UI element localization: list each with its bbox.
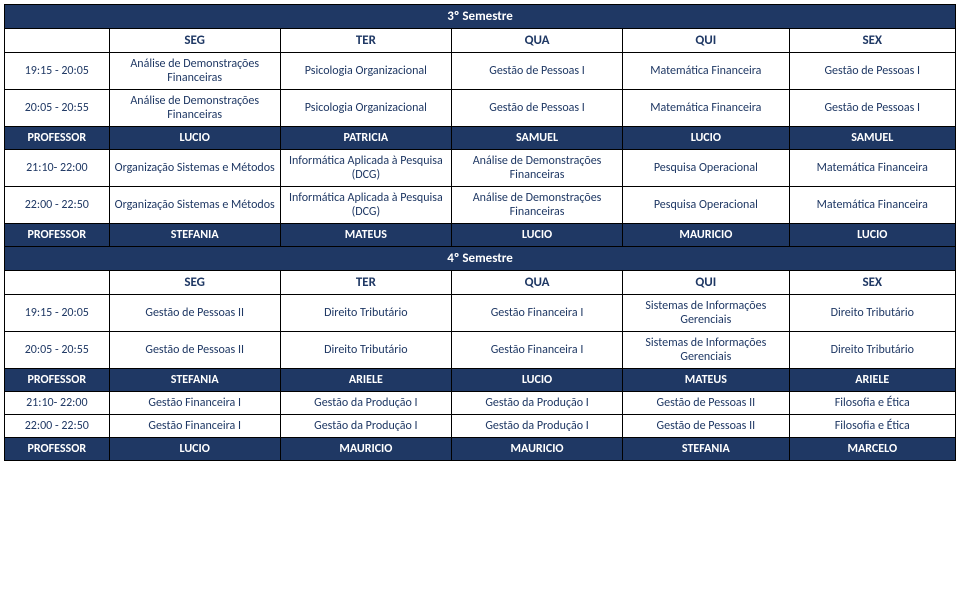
time-slot: 22:00 - 22:50 [5, 415, 110, 438]
professor-label: PROFESSOR [5, 224, 110, 247]
time-slot: 21:10- 22:00 [5, 150, 110, 187]
subject-cell: Gestão Financeira I [451, 332, 622, 369]
professor-name: LUCIO [789, 224, 955, 247]
subject-cell: Gestão da Produção I [280, 415, 451, 438]
subject-cell: Psicologia Organizacional [280, 90, 451, 127]
professor-name: MATEUS [623, 369, 789, 392]
subject-cell: Gestão Financeira I [109, 415, 280, 438]
professor-name: MAURICIO [451, 438, 622, 461]
professor-name: MAURICIO [280, 438, 451, 461]
subject-cell: Análise de Demonstrações Financeiras [109, 53, 280, 90]
subject-cell: Análise de Demonstrações Financeiras [451, 150, 622, 187]
subject-cell: Direito Tributário [280, 332, 451, 369]
subject-cell: Matemática Financeira [789, 187, 955, 224]
subject-cell: Gestão da Produção I [451, 392, 622, 415]
corner-cell [5, 271, 110, 295]
professor-name: LUCIO [109, 438, 280, 461]
professor-name: LUCIO [623, 127, 789, 150]
day-header: QUA [451, 29, 622, 53]
professor-label: PROFESSOR [5, 438, 110, 461]
subject-cell: Gestão Financeira I [109, 392, 280, 415]
subject-cell: Gestão Financeira I [451, 295, 622, 332]
professor-name: LUCIO [451, 224, 622, 247]
subject-cell: Filosofia e Ética [789, 392, 955, 415]
subject-cell: Gestão da Produção I [280, 392, 451, 415]
time-slot: 21:10- 22:00 [5, 392, 110, 415]
professor-name: SAMUEL [789, 127, 955, 150]
subject-cell: Psicologia Organizacional [280, 53, 451, 90]
subject-cell: Matemática Financeira [623, 53, 789, 90]
day-header: TER [280, 271, 451, 295]
subject-cell: Gestão de Pessoas I [451, 53, 622, 90]
subject-cell: Filosofia e Ética [789, 415, 955, 438]
subject-cell: Informática Aplicada à Pesquisa (DCG) [280, 187, 451, 224]
professor-label: PROFESSOR [5, 127, 110, 150]
subject-cell: Direito Tributário [280, 295, 451, 332]
subject-cell: Matemática Financeira [789, 150, 955, 187]
subject-cell: Análise de Demonstrações Financeiras [451, 187, 622, 224]
subject-cell: Gestão de Pessoas I [789, 90, 955, 127]
subject-cell: Gestão de Pessoas II [109, 295, 280, 332]
day-header: SEX [789, 271, 955, 295]
semester-title: 3º Semestre [5, 5, 956, 29]
day-header: QUI [623, 29, 789, 53]
subject-cell: Pesquisa Operacional [623, 187, 789, 224]
professor-name: STEFANIA [109, 369, 280, 392]
subject-cell: Análise de Demonstrações Financeiras [109, 90, 280, 127]
day-header: TER [280, 29, 451, 53]
subject-cell: Direito Tributário [789, 332, 955, 369]
day-header: SEX [789, 29, 955, 53]
professor-name: MATEUS [280, 224, 451, 247]
time-slot: 20:05 - 20:55 [5, 90, 110, 127]
professor-name: LUCIO [109, 127, 280, 150]
subject-cell: Gestão de Pessoas II [623, 392, 789, 415]
professor-name: ARIELE [789, 369, 955, 392]
time-slot: 22:00 - 22:50 [5, 187, 110, 224]
subject-cell: Sistemas de Informações Gerenciais [623, 295, 789, 332]
professor-name: MARCELO [789, 438, 955, 461]
time-slot: 20:05 - 20:55 [5, 332, 110, 369]
corner-cell [5, 29, 110, 53]
subject-cell: Pesquisa Operacional [623, 150, 789, 187]
professor-name: STEFANIA [623, 438, 789, 461]
schedule-table: 3º Semestre SEG TER QUA QUI SEX 19:15 - … [4, 4, 956, 461]
subject-cell: Informática Aplicada à Pesquisa (DCG) [280, 150, 451, 187]
time-slot: 19:15 - 20:05 [5, 53, 110, 90]
day-header: SEG [109, 271, 280, 295]
professor-name: MAURICIO [623, 224, 789, 247]
professor-name: LUCIO [451, 369, 622, 392]
professor-name: ARIELE [280, 369, 451, 392]
subject-cell: Direito Tributário [789, 295, 955, 332]
subject-cell: Gestão de Pessoas II [623, 415, 789, 438]
subject-cell: Gestão de Pessoas I [451, 90, 622, 127]
day-header: SEG [109, 29, 280, 53]
day-header: QUA [451, 271, 622, 295]
subject-cell: Organização Sistemas e Métodos [109, 187, 280, 224]
subject-cell: Sistemas de Informações Gerenciais [623, 332, 789, 369]
semester-title: 4º Semestre [5, 247, 956, 271]
time-slot: 19:15 - 20:05 [5, 295, 110, 332]
professor-name: PATRICIA [280, 127, 451, 150]
subject-cell: Organização Sistemas e Métodos [109, 150, 280, 187]
subject-cell: Gestão da Produção I [451, 415, 622, 438]
professor-name: STEFANIA [109, 224, 280, 247]
day-header: QUI [623, 271, 789, 295]
subject-cell: Matemática Financeira [623, 90, 789, 127]
professor-name: SAMUEL [451, 127, 622, 150]
subject-cell: Gestão de Pessoas I [789, 53, 955, 90]
subject-cell: Gestão de Pessoas II [109, 332, 280, 369]
professor-label: PROFESSOR [5, 369, 110, 392]
